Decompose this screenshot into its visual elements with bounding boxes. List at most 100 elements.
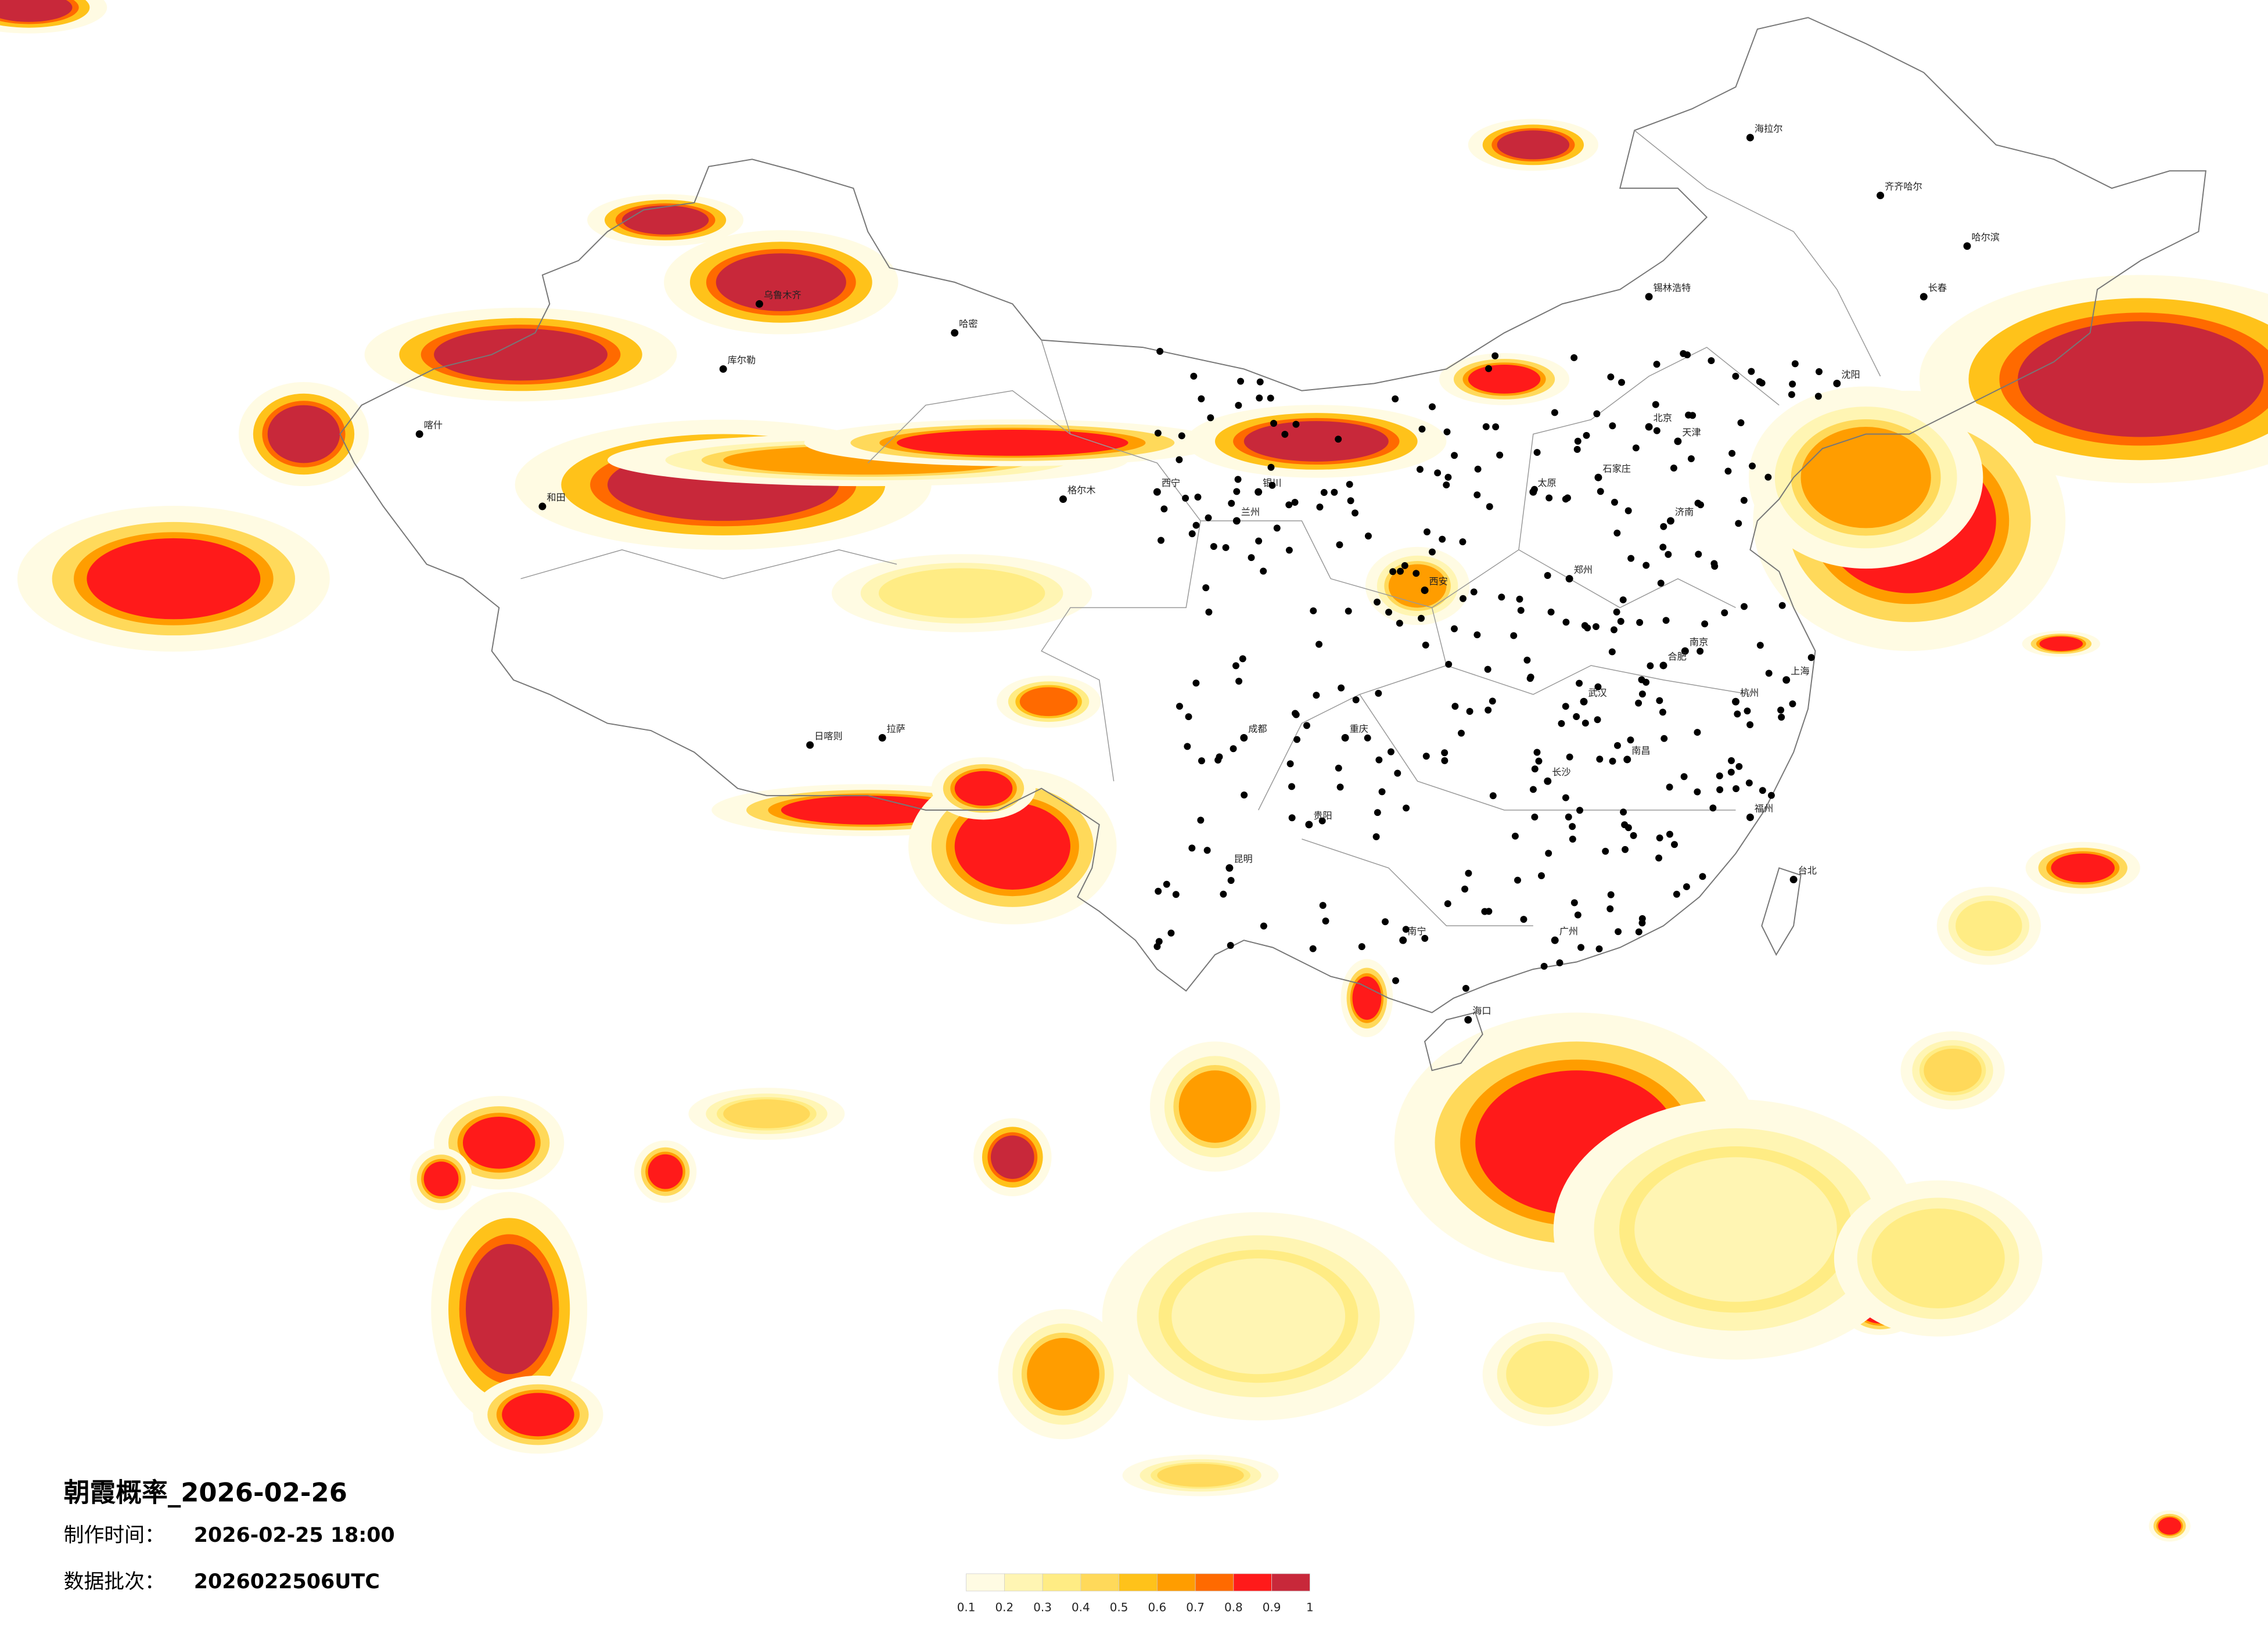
city-dot — [1331, 488, 1338, 496]
city-dot — [1728, 449, 1736, 457]
heat-patch — [87, 538, 261, 620]
batch-value: 2026022506UTC — [194, 1570, 380, 1593]
city-dot — [1638, 919, 1646, 927]
island-outline — [1424, 1012, 1483, 1071]
city-dot — [1642, 678, 1650, 686]
city-dot — [1652, 401, 1659, 408]
city-dot — [1620, 808, 1627, 816]
city-dot — [1689, 412, 1696, 419]
city-dot — [1609, 422, 1616, 430]
city-dot — [1240, 734, 1248, 742]
heat-patch — [462, 1116, 535, 1169]
city-dot — [1267, 394, 1274, 402]
heat-patch — [781, 796, 955, 825]
city-dot — [1460, 595, 1467, 602]
city-label: 乌鲁木齐 — [764, 289, 801, 300]
city-dot — [1230, 745, 1237, 753]
city-dot — [1558, 720, 1565, 727]
city-dot — [1374, 598, 1381, 606]
city-dot — [1234, 476, 1242, 483]
city-dot — [1732, 372, 1739, 380]
city-dot — [1198, 757, 1205, 765]
colorbar-tick: 0.9 — [1263, 1601, 1281, 1614]
city-dot — [1789, 380, 1796, 388]
city-dot — [1791, 360, 1799, 368]
colorbar-swatch — [1271, 1573, 1310, 1592]
city-dot — [1445, 660, 1453, 668]
city-dot — [1673, 890, 1680, 898]
colorbar-tick: 0.6 — [1148, 1601, 1167, 1614]
city-dot — [1735, 520, 1742, 527]
borders — [339, 17, 2207, 1071]
city-dot — [1205, 514, 1212, 521]
city-dot — [1387, 748, 1394, 756]
city-dot — [1486, 503, 1493, 510]
heat-patch — [2039, 636, 2083, 652]
city-dot — [1764, 473, 1772, 481]
city-dot — [1260, 922, 1267, 930]
city-dot — [1347, 497, 1354, 505]
island-outline — [1761, 867, 1802, 956]
city-dot — [1482, 423, 1490, 430]
city-dot — [1721, 609, 1728, 617]
city-dot — [1789, 700, 1796, 708]
city-dot — [1695, 551, 1702, 558]
colorbar-swatch — [1156, 1573, 1196, 1592]
city-dot — [1701, 620, 1709, 628]
city-dot — [1606, 905, 1614, 912]
heat-patch — [1960, 904, 2018, 948]
city-dot — [1364, 533, 1372, 539]
city-dot — [1470, 588, 1478, 596]
city-dot — [1544, 572, 1551, 579]
city-dot — [1656, 697, 1663, 704]
heat-patch — [889, 571, 1034, 615]
city-label: 贵阳 — [1313, 810, 1332, 821]
city-dot — [1309, 945, 1317, 952]
city-dot — [1564, 494, 1571, 502]
heat-patch — [2158, 1517, 2181, 1535]
city-dot — [1687, 455, 1695, 462]
city-dot — [1336, 541, 1343, 549]
city-label: 库尔勒 — [728, 354, 756, 365]
city-dot — [1461, 886, 1469, 893]
map-title: 朝霞概率_2026-02-26 — [64, 1477, 347, 1508]
city-dot — [1814, 393, 1822, 400]
city-dot — [1694, 729, 1701, 736]
city-dot — [1920, 293, 1928, 301]
city-dot — [1485, 365, 1493, 372]
city-dot — [1963, 242, 1971, 250]
heat-patch — [1178, 1070, 1252, 1143]
city-dot — [1313, 692, 1320, 699]
city-dot — [1412, 570, 1420, 577]
city-dot — [1260, 567, 1267, 575]
heat-patch — [1468, 364, 1541, 394]
city-dot — [1352, 696, 1360, 704]
city-dot — [1540, 962, 1548, 970]
city-dot — [1489, 792, 1497, 800]
city-dot — [1496, 451, 1504, 459]
city-dot — [1485, 706, 1492, 714]
city-dot — [1192, 521, 1200, 529]
heat-patch — [434, 328, 608, 381]
city-dot — [1322, 918, 1329, 924]
city-dot — [1429, 403, 1436, 411]
city-dot — [1662, 617, 1670, 624]
city-dot — [1632, 444, 1640, 452]
city-dot — [1462, 984, 1469, 992]
city-dot — [1609, 757, 1616, 765]
city-dot — [1765, 670, 1773, 677]
city-dot — [1232, 662, 1239, 670]
city-dot — [1464, 1016, 1472, 1024]
city-label: 长沙 — [1552, 767, 1570, 778]
city-dot — [1385, 609, 1393, 616]
city-dot — [1574, 437, 1582, 445]
city-dot — [1594, 683, 1602, 690]
city-dot — [1153, 488, 1161, 496]
city-dot — [1748, 368, 1755, 375]
heat-patch — [1243, 421, 1389, 462]
heat-patch — [0, 0, 73, 22]
city-dot — [1613, 529, 1621, 537]
city-dot — [1421, 586, 1429, 594]
city-label: 南京 — [1690, 636, 1708, 647]
